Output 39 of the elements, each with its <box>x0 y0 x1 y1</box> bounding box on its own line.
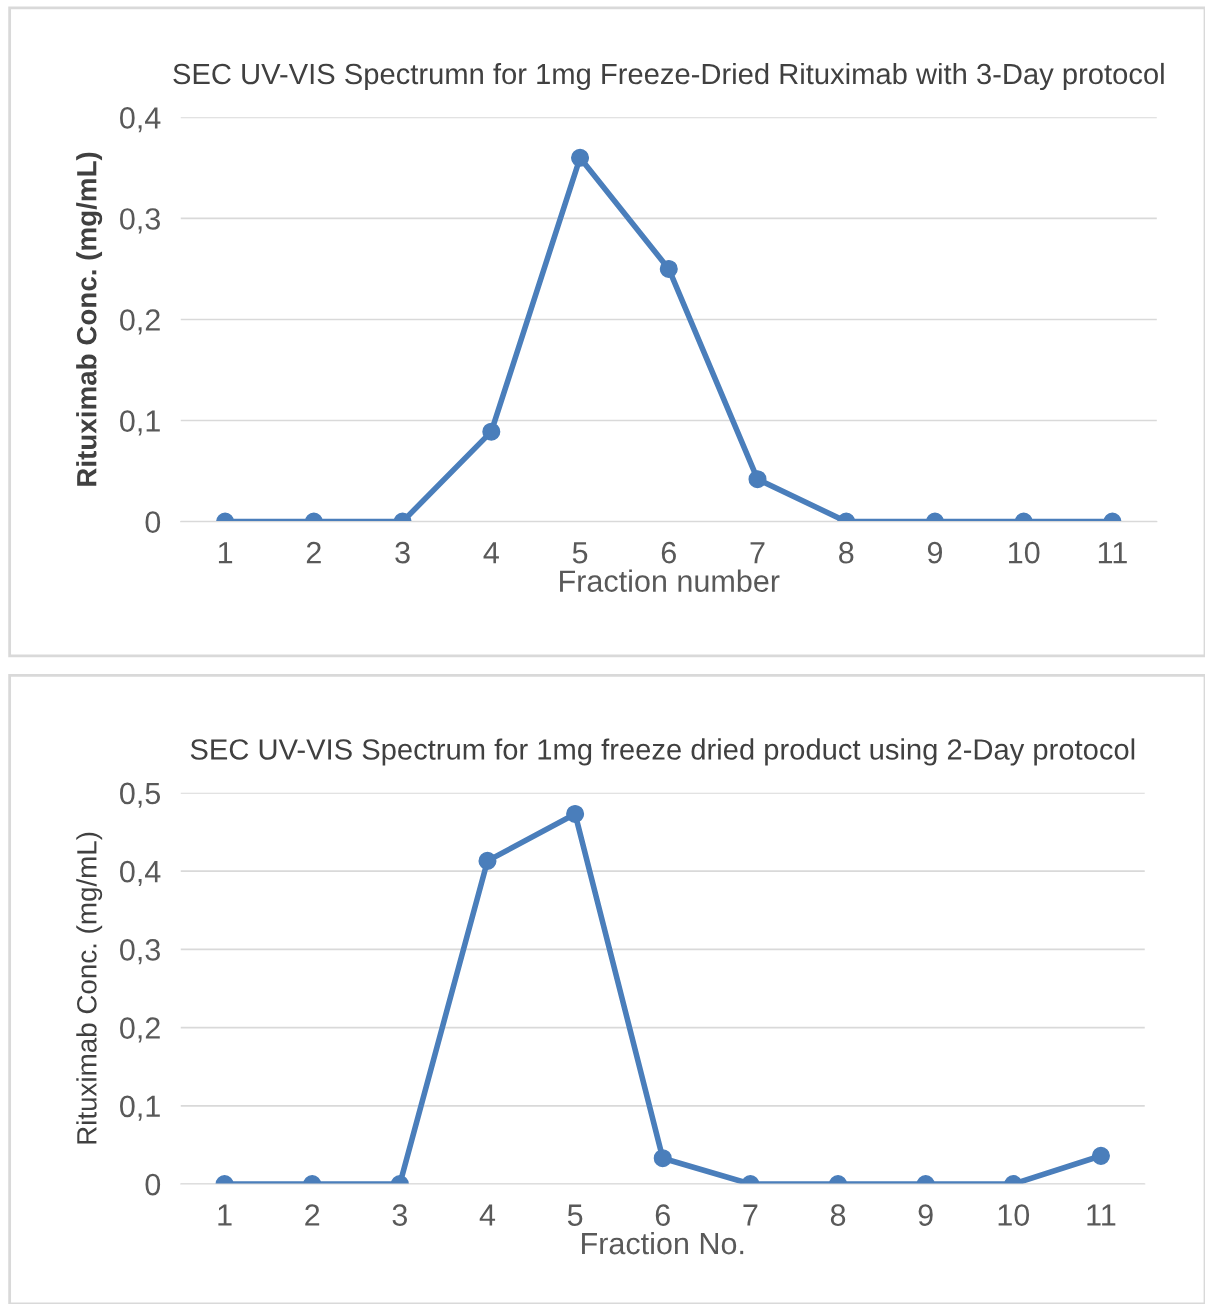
y-tick-label: 0,3 <box>120 208 160 234</box>
x-axis-title: Fraction number <box>560 569 780 592</box>
x-tick-label: 4 <box>483 542 499 564</box>
x-axis-title: Fraction No. <box>582 1231 744 1255</box>
x-tick-label: 6 <box>661 541 676 564</box>
x-tick-label: 3 <box>395 541 410 564</box>
x-tick-label: 10 <box>1009 541 1040 564</box>
x-tick-label: 1 <box>218 542 233 564</box>
x-tick-label: 7 <box>750 542 765 564</box>
y-tick-label: 0 <box>145 511 161 533</box>
y-tick-label: 0,3 <box>120 939 160 965</box>
x-tick-label: 4 <box>479 1204 496 1226</box>
x-tick-label: 8 <box>830 1204 846 1226</box>
x-tick-label: 7 <box>743 1204 758 1226</box>
x-tick-label: 9 <box>918 1204 933 1226</box>
y-tick-label: 0,1 <box>120 1095 160 1121</box>
y-axis-title: Rituximab Conc. (mg/mL) <box>76 152 103 486</box>
x-tick-label: 5 <box>567 1204 583 1226</box>
y-tick-label: 0,2 <box>120 309 160 335</box>
x-tick-label: 10 <box>998 1204 1030 1226</box>
x-tick-label: 8 <box>839 541 854 564</box>
y-tick-label: 0 <box>145 1173 161 1196</box>
chart-title: SEC UV-VIS Spectrumn for 1mg Freeze-Dried Rituximab with 3-Day protocol <box>173 62 1164 91</box>
y-tick-label: 0,1 <box>120 410 160 436</box>
x-tick-label: 11 <box>1087 1204 1116 1226</box>
chart-title: SEC UV-VIS Spectrum for 1mg freeze dried product using 2-Day protocol <box>190 738 1135 766</box>
y-tick-label: 0,2 <box>120 1017 160 1043</box>
y-tick-label: 0,4 <box>120 107 161 133</box>
y-axis-title: Rituximab Conc. (mg/mL) <box>76 832 103 1144</box>
y-tick-label: 0,5 <box>120 782 161 808</box>
x-tick-label: 5 <box>572 542 588 564</box>
x-tick-label: 2 <box>305 1204 320 1226</box>
x-tick-label: 3 <box>392 1204 407 1226</box>
y-tick-label: 0,4 <box>120 860 161 887</box>
x-tick-label: 1 <box>218 1204 232 1226</box>
x-tick-label: 2 <box>306 541 321 564</box>
x-tick-label: 11 <box>1098 542 1127 564</box>
x-tick-label: 9 <box>927 541 943 564</box>
x-tick-label: 6 <box>655 1204 670 1226</box>
